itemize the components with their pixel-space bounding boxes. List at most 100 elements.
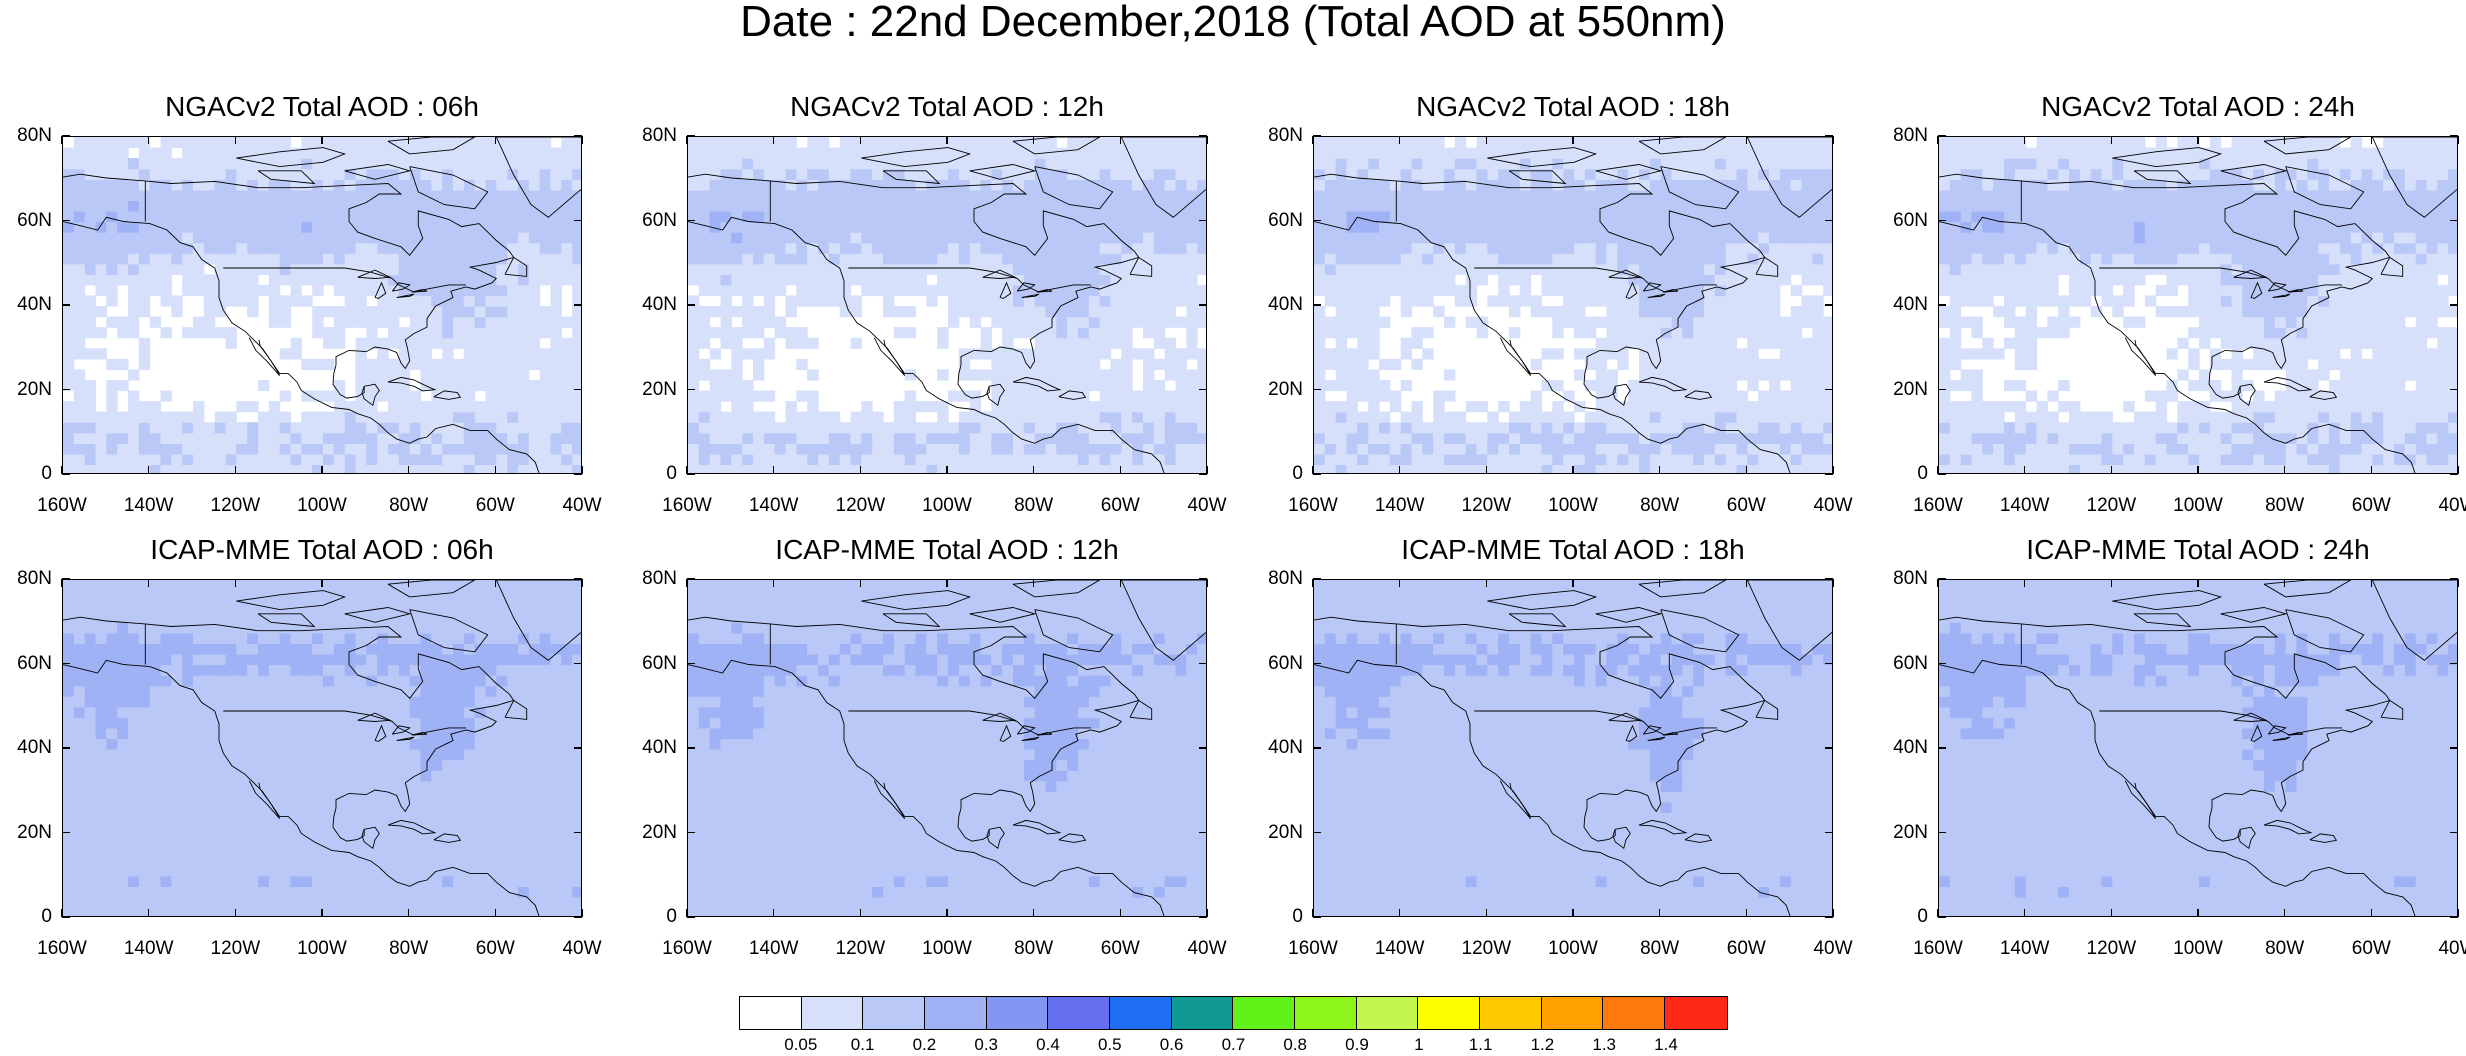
- lon-tick-top: [859, 579, 862, 587]
- lon-tick-top: [1658, 136, 1661, 144]
- lon-tick-label: 40W: [1813, 495, 1853, 516]
- lon-tick-top: [147, 136, 150, 144]
- aod-map-svg: [63, 580, 581, 916]
- lon-tick-label: 80W: [389, 495, 429, 516]
- lon-tick: [2110, 466, 2113, 474]
- lon-tick-top: [2023, 136, 2026, 144]
- lon-tick-label: 160W: [37, 938, 87, 959]
- lon-tick-label: 40W: [1187, 938, 1227, 959]
- panel-title: ICAP-MME Total AOD : 06h: [150, 534, 494, 565]
- lat-tick: [62, 662, 70, 665]
- lon-tick-top: [407, 136, 410, 144]
- lat-tick-right: [1199, 831, 1207, 834]
- panel-title: ICAP-MME Total AOD : 18h: [1401, 534, 1745, 565]
- aod-field: [688, 137, 1206, 473]
- lon-tick-label: 80W: [2265, 938, 2305, 959]
- colorbar-swatch: [925, 997, 987, 1029]
- lat-tick-right: [1199, 135, 1207, 137]
- lon-tick-top: [1119, 579, 1122, 587]
- aod-map-svg: [1939, 580, 2457, 916]
- lat-tick-label: 0: [1292, 906, 1303, 927]
- lon-tick: [1745, 466, 1748, 474]
- lon-tick-label: 100W: [297, 938, 347, 959]
- lat-tick: [1313, 916, 1321, 918]
- lon-tick: [1206, 909, 1208, 917]
- colorbar-label: 0.8: [1283, 1035, 1307, 1054]
- panel-title: ICAP-MME Total AOD : 24h: [2026, 534, 2370, 565]
- lat-tick-right: [1199, 388, 1207, 391]
- lon-tick: [61, 909, 63, 917]
- lat-tick: [687, 388, 695, 391]
- lon-tick-label: 120W: [1461, 495, 1512, 516]
- lat-tick-right: [1199, 662, 1207, 665]
- lon-tick: [946, 909, 948, 917]
- lon-tick: [1832, 466, 1834, 474]
- lat-tick-right: [1199, 219, 1207, 222]
- lat-tick: [1313, 662, 1321, 665]
- colorbar-label: 0.7: [1221, 1035, 1246, 1054]
- lon-tick-label: 140W: [1999, 938, 2050, 959]
- lon-tick-label: 100W: [297, 495, 347, 516]
- lon-tick-top: [407, 579, 410, 587]
- lon-tick-label: 140W: [123, 938, 174, 959]
- colorbar-swatch: [863, 997, 926, 1029]
- lat-tick-right: [1825, 916, 1833, 918]
- colorbar-label: 1.1: [1468, 1035, 1493, 1054]
- lat-tick-right: [574, 831, 582, 834]
- lon-tick: [2110, 909, 2113, 917]
- lon-tick-top: [2110, 136, 2113, 144]
- lat-tick-label: 20N: [17, 821, 52, 843]
- lon-tick-label: 100W: [922, 495, 972, 516]
- lon-tick-top: [1832, 136, 1834, 144]
- lon-tick: [1119, 466, 1122, 474]
- lon-tick-top: [1206, 136, 1208, 144]
- map-area: [62, 579, 582, 917]
- lon-tick: [1485, 466, 1488, 474]
- lat-tick: [1938, 831, 1946, 834]
- colorbar-swatch: [1480, 997, 1542, 1029]
- lon-tick-top: [772, 136, 775, 144]
- lat-tick: [1313, 473, 1321, 475]
- lon-tick-top: [1032, 579, 1035, 587]
- lat-tick-right: [1825, 304, 1833, 306]
- lat-tick: [687, 916, 695, 918]
- lon-tick: [1832, 909, 1834, 917]
- lat-tick-right: [1825, 473, 1833, 475]
- lon-tick: [772, 466, 775, 474]
- lat-tick-label: 20N: [1268, 821, 1303, 843]
- lon-tick-top: [2283, 579, 2286, 587]
- lat-tick: [687, 304, 695, 306]
- lon-tick: [2370, 909, 2373, 917]
- lat-tick: [1313, 135, 1321, 137]
- lon-tick-top: [1485, 136, 1488, 144]
- lat-tick: [62, 388, 70, 391]
- lon-tick-top: [772, 579, 775, 587]
- lon-tick: [1312, 466, 1314, 474]
- lon-tick: [1937, 909, 1939, 917]
- lon-tick-top: [494, 579, 497, 587]
- lon-tick: [946, 466, 948, 474]
- lon-tick: [1312, 909, 1314, 917]
- lat-tick-right: [1199, 916, 1207, 918]
- lat-tick-label: 0: [41, 906, 52, 927]
- lat-tick-label: 80N: [17, 125, 52, 146]
- lon-tick: [1572, 909, 1574, 917]
- lat-tick-label: 60N: [1268, 209, 1303, 231]
- lat-tick: [1938, 304, 1946, 306]
- lat-tick: [687, 219, 695, 222]
- lat-tick: [687, 135, 695, 137]
- coastlines: [63, 580, 581, 916]
- colorbar-label: 0.6: [1159, 1035, 1184, 1054]
- coastlines: [63, 137, 581, 473]
- lon-tick-top: [321, 136, 323, 144]
- lon-tick-top: [1658, 579, 1661, 587]
- colorbar-label: 1.2: [1530, 1035, 1555, 1054]
- lon-tick-top: [234, 579, 237, 587]
- lat-tick: [1313, 578, 1321, 580]
- colorbar-label: 1.4: [1654, 1035, 1678, 1054]
- lat-tick-label: 40N: [1893, 737, 1928, 758]
- lat-tick: [1313, 747, 1321, 749]
- lon-tick: [1032, 466, 1035, 474]
- lon-tick: [234, 466, 237, 474]
- lon-tick-label: 160W: [1913, 495, 1963, 516]
